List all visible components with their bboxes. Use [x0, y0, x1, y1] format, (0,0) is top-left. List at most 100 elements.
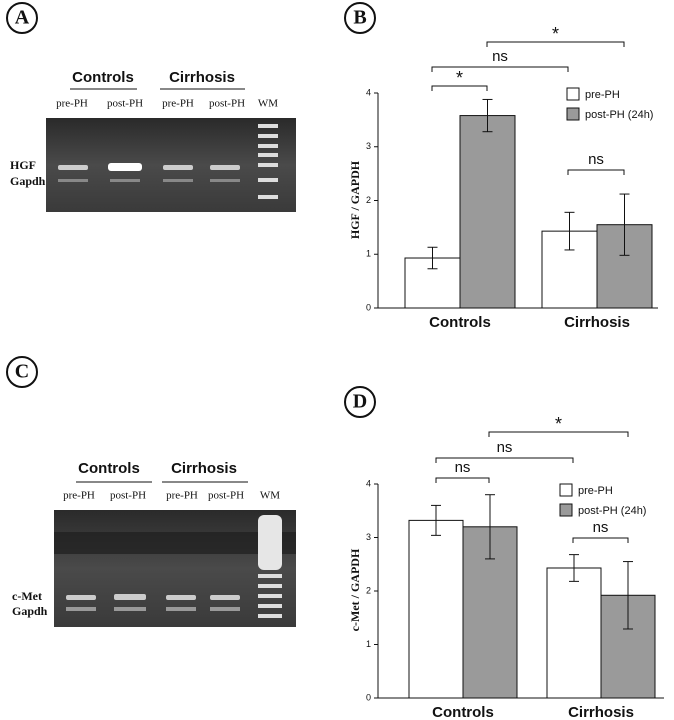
gel-band [163, 179, 193, 182]
significance-bracket [488, 431, 629, 437]
gel-band [114, 607, 146, 611]
gel-band [110, 179, 140, 182]
y-tick-label: 2 [366, 585, 371, 595]
y-tick-label: 3 [366, 141, 371, 151]
gel-band [210, 607, 240, 611]
panel-circle [6, 356, 38, 388]
gel-band [114, 594, 146, 600]
x-tick-label: Controls [429, 314, 491, 331]
legend-swatch [559, 483, 573, 497]
gel-band [210, 595, 240, 600]
panel-circle [6, 2, 38, 34]
ladder [258, 178, 278, 182]
ladder [258, 144, 278, 148]
gel-band [66, 595, 96, 600]
band-label: HGF [10, 158, 36, 172]
ladder [258, 574, 282, 578]
ladder [258, 124, 278, 128]
gel-band [210, 165, 240, 170]
ladder [258, 584, 282, 588]
lane-label: WM [260, 490, 280, 502]
gel-band [66, 607, 96, 611]
significance-bracket [431, 85, 488, 91]
band-label: Gapdh [12, 604, 48, 618]
significance-label: ns [497, 439, 513, 456]
legend-swatch [566, 107, 580, 121]
gel-band [210, 179, 240, 182]
group-label: Controls [72, 69, 134, 86]
y-tick-label: 0 [366, 692, 371, 702]
significance-label: * [552, 24, 559, 44]
lane-label: post-PH [209, 98, 245, 110]
group-label: Controls [78, 460, 140, 477]
gel-shade [54, 532, 296, 554]
y-tick-label: 1 [366, 249, 371, 259]
gel-band [163, 165, 193, 170]
bar [408, 519, 464, 699]
lane-label: pre-PH [56, 98, 88, 110]
y-axis-label: HGF / GAPDH [348, 160, 362, 239]
y-axis-label: c-Met / GAPDH [348, 548, 362, 631]
significance-bracket [572, 537, 629, 543]
lane-label: post-PH [107, 98, 143, 110]
significance-bracket [567, 169, 625, 175]
panel-circle [344, 386, 376, 418]
significance-label: * [555, 414, 562, 434]
ladder [258, 594, 282, 598]
ladder [258, 604, 282, 608]
gel-band [166, 595, 196, 600]
legend-label: pre-PH [578, 485, 613, 497]
legend-swatch [566, 87, 580, 101]
bar [459, 115, 516, 309]
legend-label: post-PH (24h) [578, 505, 646, 517]
gel-c: Controls Cirrhosis pre-PH post-PH pre-PH… [12, 460, 296, 627]
gel-band [58, 179, 88, 182]
bands [66, 515, 282, 618]
y-tick-label: 4 [366, 478, 371, 488]
significance-bracket [431, 66, 569, 72]
gel-band [166, 607, 196, 611]
panel-label: C [15, 361, 29, 383]
band-label: c-Met [12, 589, 42, 603]
lane-label: pre-PH [63, 490, 95, 502]
x-tick-label: Cirrhosis [564, 314, 630, 331]
ladder [258, 515, 282, 570]
significance-bracket [486, 41, 625, 47]
legend-label: pre-PH [585, 89, 620, 101]
gel-band [108, 163, 142, 171]
bar [546, 567, 602, 699]
panel-label: A [15, 7, 30, 29]
legend-swatch [559, 503, 573, 517]
ladder [258, 153, 278, 157]
ladder [258, 195, 278, 199]
ladder [258, 614, 282, 618]
y-tick-label: 0 [366, 302, 371, 312]
lane-label: post-PH [110, 490, 146, 502]
lane-label: post-PH [208, 490, 244, 502]
significance-label: * [456, 68, 463, 88]
significance-label: ns [492, 48, 508, 65]
ladder [258, 134, 278, 138]
legend-label: post-PH (24h) [585, 109, 653, 121]
significance-label: ns [455, 459, 471, 476]
x-tick-label: Controls [432, 704, 494, 720]
panel-letters [6, 2, 376, 418]
group-label: Cirrhosis [171, 460, 237, 477]
panel-circle [344, 2, 376, 34]
lane-label: pre-PH [166, 490, 198, 502]
band-label: Gapdh [10, 174, 46, 188]
y-tick-label: 4 [366, 87, 371, 97]
panel-label: D [353, 391, 367, 413]
y-tick-label: 3 [366, 532, 371, 542]
lane-label: WM [258, 98, 278, 110]
ladder [258, 163, 278, 167]
gel-band [58, 165, 88, 170]
x-tick-label: Cirrhosis [568, 704, 634, 720]
significance-bracket [435, 457, 574, 463]
gel-a: Controls Cirrhosis pre-PH post-PH pre-PH… [10, 69, 296, 212]
significance-label: ns [588, 151, 604, 168]
significance-bracket [435, 477, 490, 483]
bands [58, 124, 278, 199]
lane-label: pre-PH [162, 98, 194, 110]
group-label: Cirrhosis [169, 69, 235, 86]
